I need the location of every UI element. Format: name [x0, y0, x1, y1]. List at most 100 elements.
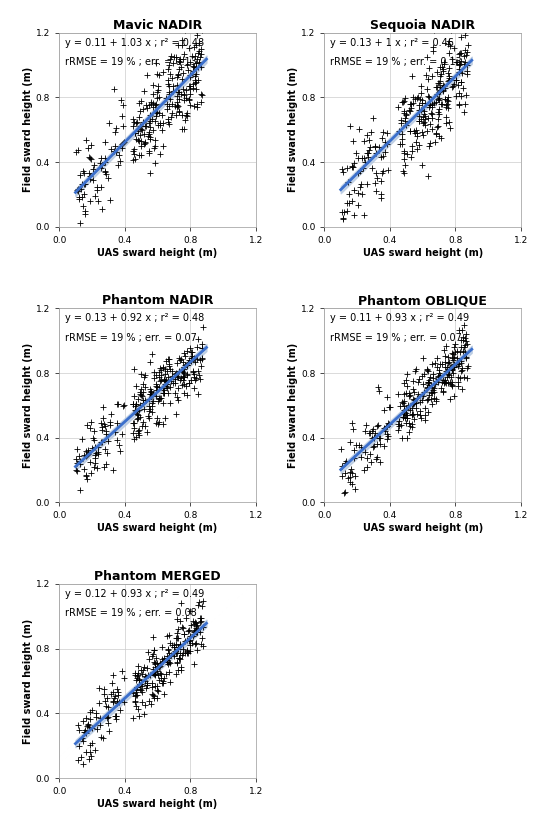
Point: [431, 378, 440, 391]
Point: [183, 646, 191, 659]
Point: [135, 428, 143, 441]
Point: [165, 655, 173, 668]
Point: [130, 403, 139, 416]
Point: [113, 433, 121, 446]
Point: [167, 374, 176, 387]
Point: [340, 486, 349, 500]
Point: [384, 164, 393, 177]
Point: [437, 97, 446, 111]
Point: [147, 387, 155, 400]
Point: [130, 399, 139, 412]
Point: [107, 687, 116, 700]
Point: [141, 699, 149, 712]
Point: [438, 61, 446, 74]
Point: [368, 161, 376, 174]
Point: [192, 24, 200, 37]
Point: [163, 364, 171, 378]
Point: [440, 57, 448, 70]
Point: [382, 419, 391, 432]
Point: [436, 357, 444, 370]
Point: [148, 387, 157, 400]
Point: [175, 351, 183, 364]
Point: [155, 415, 163, 428]
Point: [163, 371, 172, 384]
Point: [425, 61, 434, 75]
Point: [396, 116, 405, 129]
Text: y = 0.11 + 1.03 x ; r² = 0.48: y = 0.11 + 1.03 x ; r² = 0.48: [65, 38, 204, 48]
Point: [190, 368, 198, 381]
Point: [155, 667, 164, 680]
Point: [133, 672, 141, 685]
Point: [438, 374, 447, 387]
Point: [411, 126, 419, 139]
Point: [162, 354, 170, 367]
Point: [450, 357, 459, 370]
Point: [90, 425, 98, 438]
Point: [142, 681, 150, 695]
Point: [170, 641, 178, 654]
Point: [135, 404, 143, 417]
Point: [101, 135, 110, 148]
Point: [159, 373, 168, 386]
Point: [160, 384, 169, 397]
Point: [457, 356, 466, 369]
Point: [443, 74, 452, 87]
Point: [163, 656, 172, 669]
Point: [446, 39, 454, 52]
Point: [148, 687, 156, 700]
X-axis label: UAS sward height (m): UAS sward height (m): [97, 247, 217, 258]
Point: [448, 347, 457, 360]
Point: [109, 464, 118, 477]
Point: [447, 364, 456, 377]
Point: [399, 396, 408, 410]
Point: [135, 134, 144, 147]
Point: [105, 419, 114, 432]
Point: [119, 120, 127, 133]
Point: [146, 120, 155, 133]
Point: [397, 133, 406, 146]
Point: [155, 366, 163, 379]
Point: [170, 649, 178, 663]
Point: [114, 159, 122, 172]
Point: [383, 127, 391, 140]
Point: [118, 110, 126, 123]
Point: [146, 115, 154, 128]
Point: [89, 431, 97, 444]
Point: [100, 419, 109, 432]
Point: [185, 79, 194, 93]
X-axis label: UAS sward height (m): UAS sward height (m): [362, 523, 483, 533]
Point: [443, 97, 452, 111]
Point: [198, 89, 207, 102]
Point: [446, 378, 455, 391]
Point: [150, 114, 159, 127]
Point: [104, 717, 112, 730]
Point: [455, 63, 464, 76]
Point: [141, 369, 150, 382]
Point: [412, 126, 421, 139]
Point: [171, 51, 180, 64]
Point: [169, 79, 177, 93]
Point: [445, 72, 454, 85]
Point: [103, 711, 111, 724]
Point: [462, 48, 470, 61]
Point: [357, 450, 365, 464]
Point: [141, 669, 149, 682]
Point: [193, 46, 202, 59]
Point: [107, 143, 115, 156]
Point: [383, 391, 391, 404]
Point: [196, 611, 205, 624]
Point: [136, 682, 144, 695]
Point: [164, 357, 173, 370]
Point: [412, 396, 420, 410]
Point: [433, 76, 442, 89]
Point: [409, 91, 417, 104]
Point: [159, 651, 168, 664]
Point: [400, 166, 409, 179]
Point: [417, 369, 426, 382]
Point: [114, 398, 122, 411]
Point: [182, 91, 191, 104]
Point: [382, 419, 391, 432]
Point: [85, 195, 94, 208]
Point: [444, 377, 453, 390]
Point: [88, 721, 97, 734]
